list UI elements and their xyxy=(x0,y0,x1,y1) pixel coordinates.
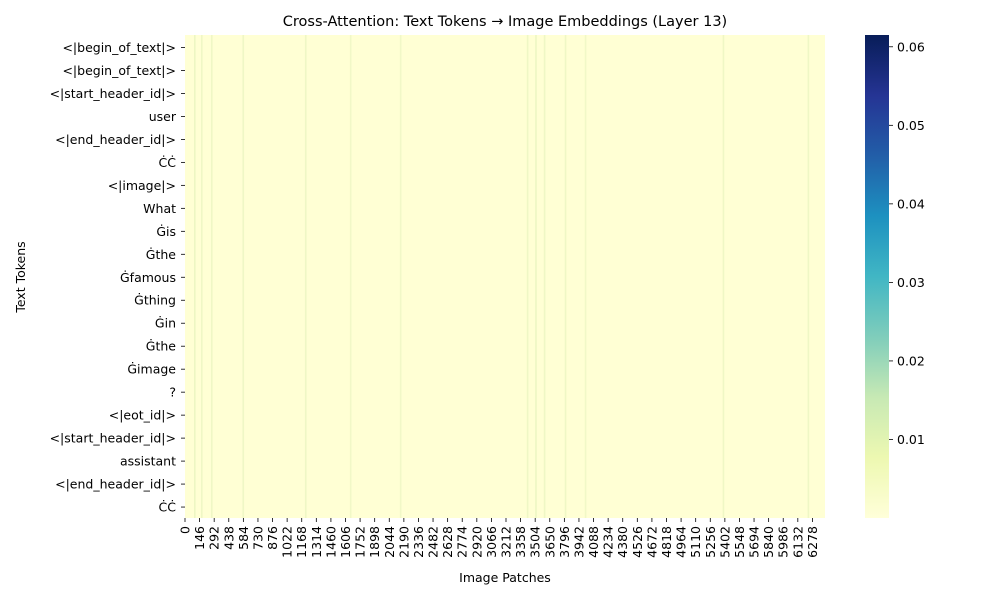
colorbar-tick-label: 0.01 xyxy=(897,432,925,447)
colorbar-ticks: 0.01 0.02 0.03 0.04 0.05 0.06 xyxy=(889,39,925,447)
heatmap-column xyxy=(526,35,529,518)
x-tick-label: 438 xyxy=(221,526,236,550)
y-tick-label: Ġthing xyxy=(134,292,176,308)
x-tick-label: 146 xyxy=(192,526,207,550)
x-tick-label: 6132 xyxy=(790,526,805,558)
x-tick-label: 4964 xyxy=(674,526,689,558)
colorbar-tick-label: 0.04 xyxy=(897,196,925,211)
y-tick-label: Ġin xyxy=(155,315,176,331)
x-axis-label: Image Patches xyxy=(459,570,551,585)
y-tick-label: ĊĊ xyxy=(159,154,177,170)
x-tick-label: 1022 xyxy=(280,526,295,558)
x-tick-label: 1460 xyxy=(323,526,338,558)
x-tick-label: 2482 xyxy=(426,526,441,558)
x-tick-label: 2920 xyxy=(469,526,484,558)
plot-area xyxy=(185,35,825,518)
x-tick-label: 4818 xyxy=(659,526,674,558)
x-tick-label: 4234 xyxy=(601,526,616,558)
x-tick-label: 1606 xyxy=(338,526,353,558)
x-tick-label: 584 xyxy=(236,526,251,550)
x-axis-ticks: 0 146 292 438 584 730 876 1022 1168 1314 1460 1606 1… xyxy=(178,518,820,558)
heatmap-column xyxy=(543,35,546,518)
x-tick-label: 1168 xyxy=(294,526,309,558)
x-tick-label: 2774 xyxy=(455,526,470,558)
y-axis-label: Text Tokens xyxy=(13,241,28,313)
y-tick-label: <|start_header_id|> xyxy=(50,86,176,101)
colorbar: 0.01 0.02 0.03 0.04 0.05 0.06 xyxy=(865,35,925,518)
x-tick-label: 2190 xyxy=(396,526,411,558)
heatmap-column xyxy=(399,35,402,518)
colorbar-tick-label: 0.03 xyxy=(897,275,925,290)
heatmap-column xyxy=(584,35,587,518)
heatmap-column xyxy=(349,35,352,518)
x-tick-label: 5402 xyxy=(717,526,732,558)
heatmap-column xyxy=(535,35,537,518)
x-tick-label: 3650 xyxy=(542,526,557,558)
x-tick-label: 2044 xyxy=(382,526,397,558)
x-tick-label: 5256 xyxy=(703,526,718,558)
x-tick-label: 4672 xyxy=(644,526,659,558)
colorbar-tick-label: 0.06 xyxy=(897,39,925,54)
colorbar-gradient xyxy=(865,35,889,518)
y-tick-label: <|end_header_id|> xyxy=(55,132,176,147)
x-tick-label: 730 xyxy=(250,526,265,550)
x-tick-label: 2628 xyxy=(440,526,455,558)
heatmap-column xyxy=(210,35,213,518)
heatmap-column xyxy=(200,35,203,518)
x-tick-label: 3066 xyxy=(484,526,499,558)
x-tick-label: 3212 xyxy=(499,526,514,558)
x-tick-label: 292 xyxy=(207,526,222,550)
heatmap-column xyxy=(304,35,307,518)
heatmap-column xyxy=(564,35,567,518)
y-tick-label: <|eot_id|> xyxy=(109,408,176,423)
y-tick-label: <|end_header_id|> xyxy=(55,477,176,492)
y-tick-label: <|start_header_id|> xyxy=(50,431,176,446)
y-tick-label: Ġfamous xyxy=(120,269,176,285)
y-tick-label: <|image|> xyxy=(108,178,176,193)
chart-title: Cross-Attention: Text Tokens → Image Emb… xyxy=(283,14,727,30)
x-tick-label: 5840 xyxy=(761,526,776,558)
x-tick-label: 6278 xyxy=(805,526,820,558)
x-tick-label: 5110 xyxy=(688,526,703,558)
y-tick-label: <|begin_of_text|> xyxy=(62,63,176,78)
x-tick-label: 4526 xyxy=(630,526,645,558)
heatmap-column xyxy=(242,35,245,518)
y-tick-label: What xyxy=(143,201,176,216)
heatmap-column xyxy=(807,35,810,518)
colorbar-tick-label: 0.05 xyxy=(897,118,925,133)
x-tick-label: 5694 xyxy=(747,526,762,558)
x-tick-label: 1898 xyxy=(367,526,382,558)
x-tick-label: 876 xyxy=(265,526,280,550)
x-tick-label: 0 xyxy=(178,526,193,534)
y-tick-label: Ġthe xyxy=(146,246,177,262)
x-tick-label: 3358 xyxy=(513,526,528,558)
x-tick-label: 1314 xyxy=(309,526,324,558)
y-tick-label: Ġimage xyxy=(127,361,176,377)
y-tick-label: assistant xyxy=(120,454,176,469)
x-tick-label: 3796 xyxy=(557,526,572,558)
y-tick-label: ? xyxy=(169,385,176,400)
y-tick-label: user xyxy=(149,109,177,124)
x-tick-label: 4088 xyxy=(586,526,601,558)
heatmap-column xyxy=(722,35,725,518)
y-tick-label: <|begin_of_text|> xyxy=(62,40,176,55)
y-tick-label: Ġis xyxy=(156,223,176,239)
y-tick-label: ĊĊ xyxy=(159,499,177,515)
x-tick-label: 3504 xyxy=(528,526,543,558)
x-tick-label: 2336 xyxy=(411,526,426,558)
y-axis-ticks: <|begin_of_text|> <|begin_of_text|> <|star… xyxy=(50,40,185,515)
x-tick-label: 5548 xyxy=(732,526,747,558)
heatmap-background xyxy=(185,35,825,518)
x-tick-label: 4380 xyxy=(615,526,630,558)
x-tick-label: 1752 xyxy=(353,526,368,558)
colorbar-tick-label: 0.02 xyxy=(897,353,925,368)
x-tick-label: 5986 xyxy=(776,526,791,558)
hot-columns xyxy=(193,35,810,518)
y-tick-label: Ġthe xyxy=(146,338,177,354)
x-tick-label: 3942 xyxy=(571,526,586,558)
heatmap-column xyxy=(193,35,196,518)
